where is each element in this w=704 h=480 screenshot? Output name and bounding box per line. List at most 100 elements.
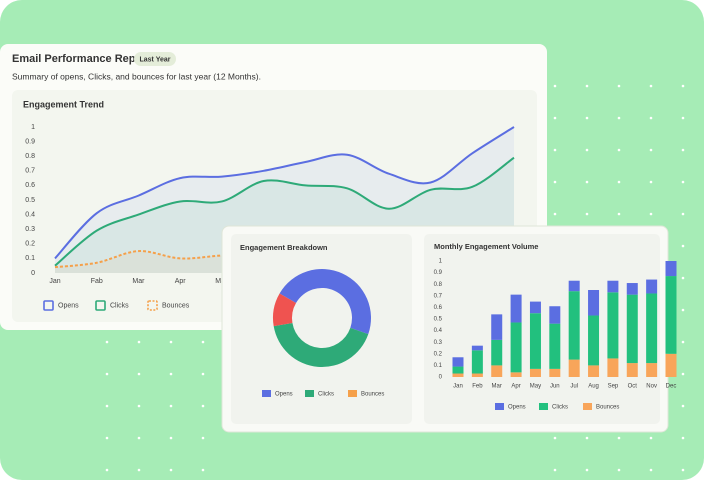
breakdown-chart: Opens Clicks Bounces bbox=[262, 269, 384, 398]
y-tick-label: 0.1 bbox=[25, 255, 35, 262]
donut-slice bbox=[279, 269, 371, 335]
y-tick-label: 0.3 bbox=[25, 226, 35, 233]
bar-segment bbox=[607, 280, 619, 293]
badge bbox=[134, 52, 176, 66]
chart-card bbox=[231, 234, 412, 424]
dot-pattern bbox=[85, 335, 225, 480]
legend-label: Bounces bbox=[361, 392, 384, 398]
x-tick-label: Jul bbox=[570, 384, 578, 390]
y-tick-label: 0.5 bbox=[25, 197, 35, 204]
report-title: Email Performance Report bbox=[12, 53, 150, 65]
legend-label: Bounces bbox=[162, 302, 190, 309]
legend-swatch bbox=[583, 403, 592, 410]
bar-segment bbox=[529, 313, 541, 369]
x-tick-label: Aug bbox=[588, 384, 599, 390]
y-tick-label: 0.1 bbox=[434, 363, 443, 369]
bar-segment bbox=[626, 294, 638, 364]
y-tick-label: 0.6 bbox=[434, 305, 443, 311]
legend-swatch bbox=[348, 390, 357, 397]
bar-segment bbox=[646, 279, 658, 294]
legend-swatch bbox=[539, 403, 548, 410]
x-tick-label: Jan bbox=[453, 384, 463, 390]
x-tick-label: Nov bbox=[646, 384, 657, 390]
bar-segment bbox=[529, 301, 541, 314]
bar-segment bbox=[491, 314, 503, 340]
y-tick-label: 0.9 bbox=[434, 270, 443, 276]
y-tick-label: 0 bbox=[31, 270, 35, 277]
bar-segment bbox=[452, 366, 464, 374]
x-tick-label: Fab bbox=[91, 278, 103, 285]
x-tick-label: Oct bbox=[628, 384, 638, 390]
x-tick-label: Mar bbox=[132, 278, 145, 285]
bar-segment bbox=[452, 373, 464, 377]
y-tick-label: 0.8 bbox=[25, 153, 35, 160]
x-tick-label: Mar bbox=[492, 384, 502, 390]
x-tick-label: May bbox=[530, 384, 541, 390]
bar-segment bbox=[588, 315, 600, 366]
legend-swatch bbox=[495, 403, 504, 410]
y-tick-label: 0.5 bbox=[434, 317, 443, 323]
y-tick-label: 0.7 bbox=[25, 168, 35, 175]
bar-segment bbox=[626, 363, 638, 377]
y-tick-label: 0.2 bbox=[434, 351, 443, 357]
donut-slice bbox=[273, 293, 297, 327]
x-tick-label: Feb bbox=[472, 384, 483, 390]
x-tick-label: Sep bbox=[608, 384, 619, 390]
bar-segment bbox=[510, 322, 522, 373]
bar-segment bbox=[568, 359, 580, 377]
bar-segment bbox=[471, 373, 483, 377]
x-tick-label: Apr bbox=[175, 278, 187, 285]
chart-title: Engagement Breakdown bbox=[240, 243, 328, 252]
y-tick-label: 0.7 bbox=[434, 293, 443, 299]
bar-segment bbox=[510, 294, 522, 323]
bar-segment bbox=[588, 290, 600, 316]
bar-segment bbox=[491, 365, 503, 377]
legend-swatch bbox=[147, 300, 158, 311]
chart-title: Monthly Engagement Volume bbox=[434, 242, 538, 251]
legend-label: Opens bbox=[508, 405, 526, 411]
bar-segment bbox=[665, 276, 677, 354]
chart-card bbox=[424, 234, 660, 424]
bar-segment bbox=[549, 368, 561, 377]
bar-segment bbox=[568, 280, 580, 292]
donut-slice bbox=[273, 323, 369, 368]
x-tick-label: Jun bbox=[550, 384, 560, 390]
bar-segment bbox=[607, 292, 619, 359]
y-tick-label: 0 bbox=[439, 375, 443, 381]
bar-segment bbox=[665, 261, 677, 277]
y-tick-label: 0.9 bbox=[25, 138, 35, 145]
report-subtitle: Summary of opens, Clicks, and bounces fo… bbox=[12, 71, 261, 81]
y-tick-label: 0.3 bbox=[434, 340, 443, 346]
bar-segment bbox=[452, 357, 464, 367]
legend-swatch bbox=[95, 300, 106, 311]
y-tick-label: 1 bbox=[31, 124, 35, 131]
bar-segment bbox=[588, 365, 600, 377]
bar-segment bbox=[529, 368, 541, 377]
y-tick-label: 0.6 bbox=[25, 182, 35, 189]
bar-segment bbox=[646, 293, 658, 364]
bar-segment bbox=[607, 358, 619, 377]
bar-segment bbox=[665, 353, 677, 377]
x-tick-label: Jan bbox=[49, 278, 60, 285]
y-tick-label: 0.4 bbox=[434, 328, 443, 334]
bar-segment bbox=[549, 306, 561, 324]
bar-segment bbox=[491, 339, 503, 366]
legend-label: Bounces bbox=[596, 405, 619, 411]
bar-segment bbox=[471, 350, 483, 374]
legend-swatch bbox=[305, 390, 314, 397]
legend-swatch bbox=[262, 390, 271, 397]
bar-segment bbox=[646, 363, 658, 377]
line bbox=[54, 126, 515, 260]
line bbox=[54, 156, 515, 267]
legend-label: Clicks bbox=[110, 302, 129, 309]
legend-swatch bbox=[43, 300, 54, 311]
y-tick-label: 1 bbox=[439, 259, 443, 265]
y-tick-label: 0.2 bbox=[25, 241, 35, 248]
x-tick-label: Dec bbox=[666, 384, 677, 390]
bar-segment bbox=[549, 323, 561, 369]
bar-segment bbox=[626, 283, 638, 295]
x-tick-label: Apr bbox=[511, 384, 520, 390]
legend-label: Clicks bbox=[318, 392, 334, 398]
chart-title: Engagement Trend bbox=[23, 99, 104, 109]
